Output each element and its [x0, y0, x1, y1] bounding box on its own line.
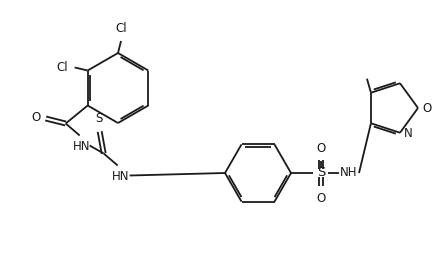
Text: O: O [316, 192, 326, 205]
Text: HN: HN [112, 169, 129, 183]
Text: N: N [404, 127, 413, 140]
Text: HN: HN [73, 140, 90, 153]
Text: Cl: Cl [115, 22, 127, 35]
Text: Cl: Cl [56, 61, 68, 74]
Text: O: O [316, 142, 326, 155]
Text: NH: NH [340, 166, 358, 179]
Text: O: O [422, 101, 431, 114]
Text: S: S [317, 166, 325, 179]
Text: O: O [31, 111, 41, 124]
Text: S: S [95, 112, 103, 124]
